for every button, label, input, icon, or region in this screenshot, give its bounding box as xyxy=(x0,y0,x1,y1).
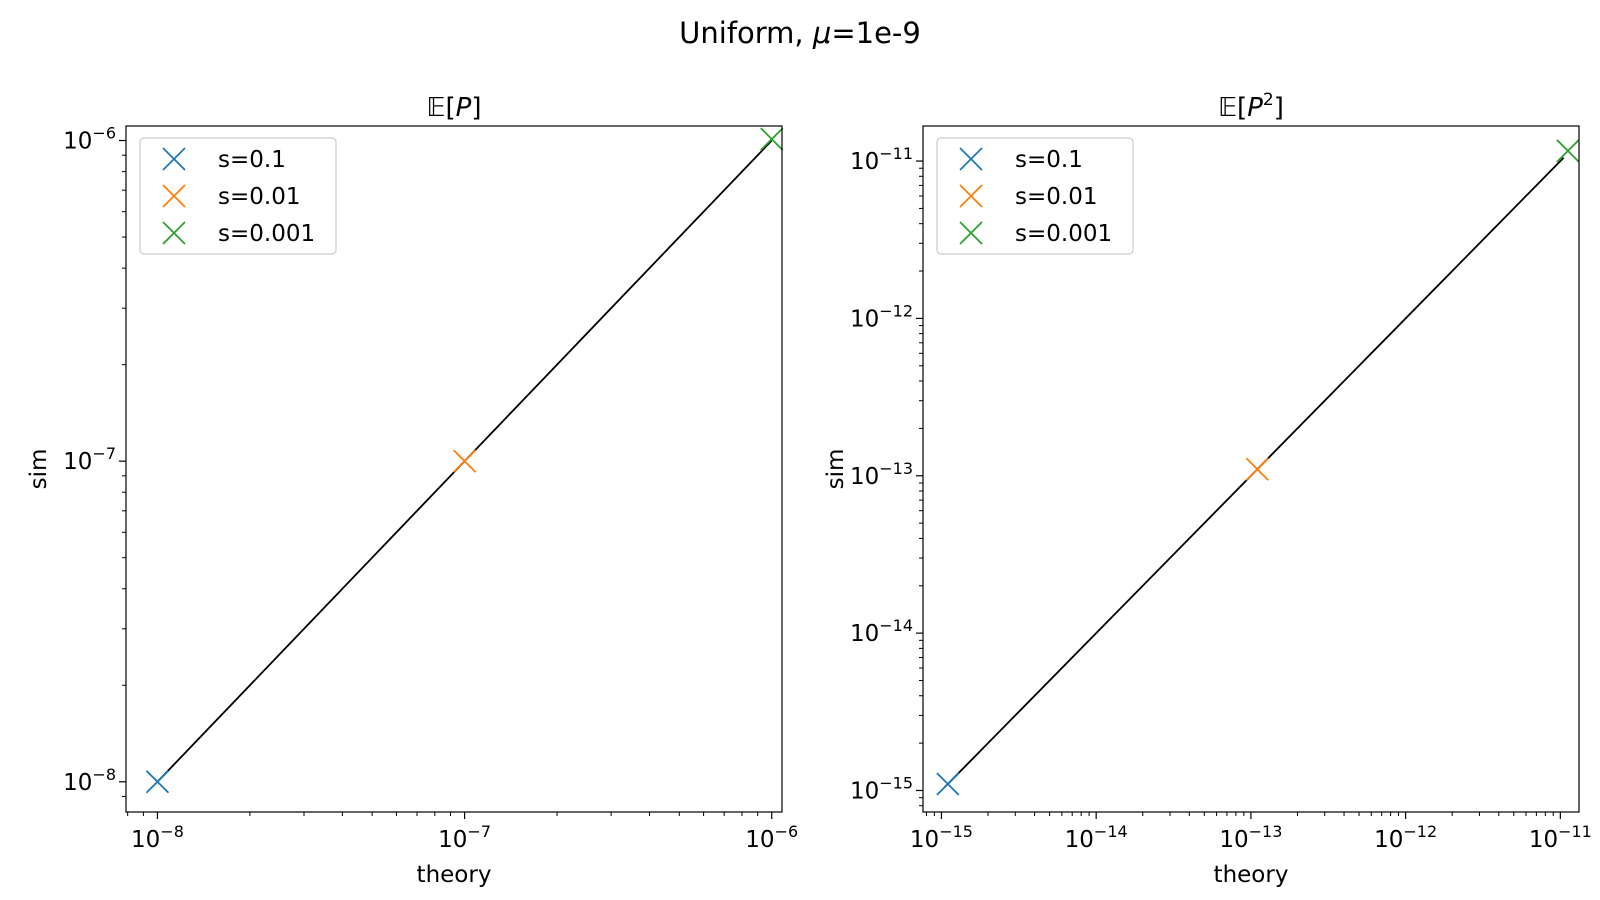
legend-entry-label: s=0.1 xyxy=(218,147,286,173)
y-tick-label: 10−13 xyxy=(850,459,913,490)
y-tick-label: 10−12 xyxy=(850,301,913,332)
legend-entry-label: s=0.001 xyxy=(1015,221,1112,247)
y-tick-label: 10−11 xyxy=(850,144,913,175)
axes-frame xyxy=(125,125,783,813)
y-tick-label: 10−8 xyxy=(63,765,116,796)
legend-entry-label: s=0.01 xyxy=(1015,184,1097,210)
data-point-s=0.1 xyxy=(936,772,960,796)
x-axis-label: theory xyxy=(1214,862,1289,888)
legend-marker xyxy=(162,221,186,245)
data-point-s=0.001 xyxy=(760,127,784,151)
legend-entry-label: s=0.01 xyxy=(218,184,300,210)
y-tick-label: 10−7 xyxy=(63,444,116,475)
minor-ticks xyxy=(919,167,1554,816)
x-tick-label: 10−11 xyxy=(1529,822,1592,853)
legend-marker xyxy=(162,147,186,171)
legend-marker xyxy=(162,184,186,208)
data-point-s=0.1 xyxy=(145,770,170,794)
legend: s=0.1 s=0.01 s=0.001 xyxy=(139,137,337,255)
x-tick-label: 10−14 xyxy=(1065,822,1128,853)
y-tick-label: 10−6 xyxy=(63,124,116,155)
x-tick-label: 10−12 xyxy=(1374,822,1437,853)
legend-box xyxy=(936,137,1134,255)
panel-title: 𝔼[P2] xyxy=(1218,90,1284,123)
data-point-s=0.01 xyxy=(452,449,477,473)
legend-marker xyxy=(959,221,983,245)
legend-entry-label: s=0.001 xyxy=(218,221,315,247)
data-point-s=0.01 xyxy=(1245,457,1269,481)
figure-title: Uniform, μ=1e-9 xyxy=(679,16,921,50)
data-point-s=0.001 xyxy=(1556,139,1580,163)
y-tick-label: 10−14 xyxy=(850,616,913,647)
x-tick-label: 10−6 xyxy=(745,822,798,853)
x-tick-label: 10−8 xyxy=(131,822,184,853)
legend-box xyxy=(139,137,337,255)
x-tick-label: 10−15 xyxy=(910,822,973,853)
legend-entry-label: s=0.1 xyxy=(1015,147,1083,173)
panel-expected-p-squared: 𝔼[P2] 10−15 10−14 10−13 10−12 10−11 10−15 10−14… xyxy=(823,90,1592,888)
axes-frame xyxy=(922,125,1580,813)
x-axis-label: theory xyxy=(417,862,492,888)
x-tick-label: 10−7 xyxy=(438,822,491,853)
panel-title: 𝔼[P] xyxy=(427,93,482,123)
y-axis-label: sim xyxy=(26,449,52,490)
x-tick-label: 10−13 xyxy=(1219,822,1282,853)
legend-marker xyxy=(959,147,983,171)
y-axis-label: sim xyxy=(823,449,849,490)
legend: s=0.1 s=0.01 s=0.001 xyxy=(936,137,1134,255)
y-tick-label: 10−15 xyxy=(850,773,913,804)
legend-marker xyxy=(959,184,983,208)
panel-expected-p: 𝔼[P] 10−8 10−7 10−6 10−8 10−7 10−6 theory sim s=0… xyxy=(26,93,798,888)
minor-ticks xyxy=(122,154,759,816)
